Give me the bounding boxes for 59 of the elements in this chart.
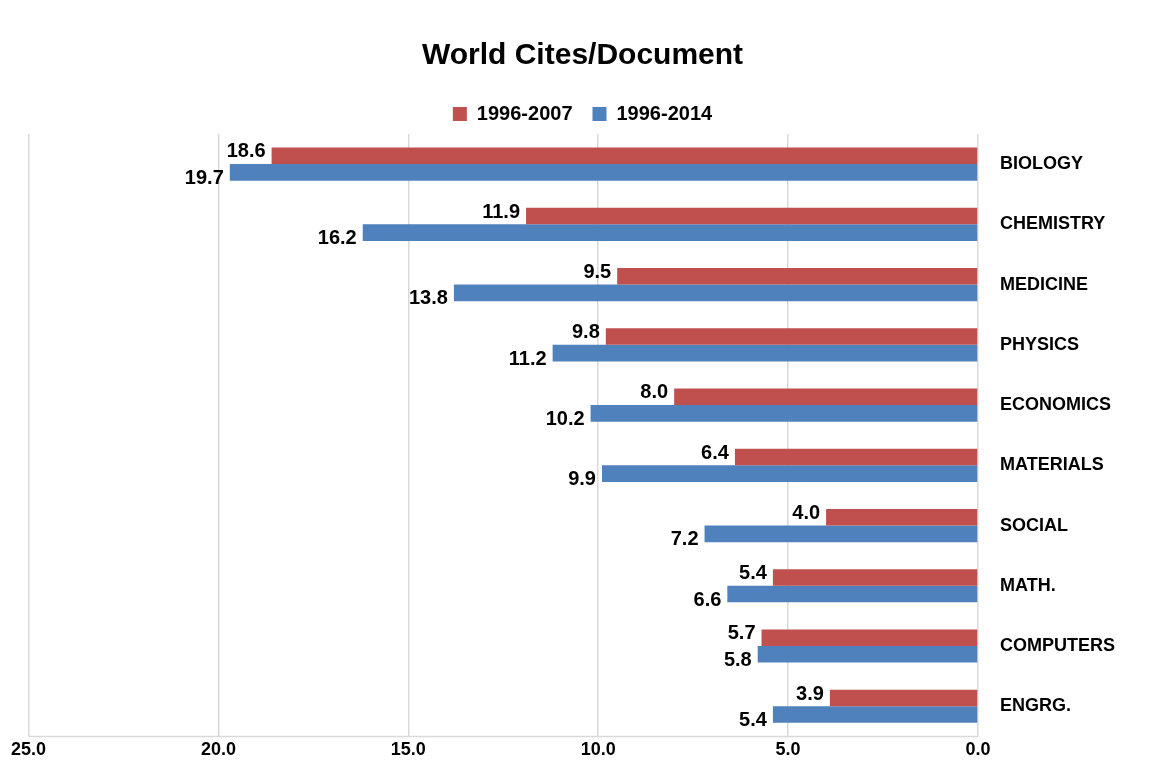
- data-label: 4.0: [792, 500, 821, 523]
- y-tick-label: ECONOMICS: [1000, 394, 1112, 415]
- bar: [734, 448, 978, 466]
- bar: [829, 689, 978, 707]
- bar: [602, 465, 978, 482]
- data-label: 3.9: [796, 681, 824, 704]
- bar: [617, 268, 978, 285]
- data-label: 9.9: [568, 467, 596, 490]
- data-label: 5.7: [727, 621, 756, 644]
- y-tick-label: MEDICINE: [1000, 273, 1089, 294]
- data-label: 18.6: [226, 139, 266, 162]
- data-label: 6.6: [693, 587, 722, 610]
- bar: [605, 328, 978, 345]
- bar: [704, 525, 978, 543]
- data-label: 19.7: [184, 165, 224, 188]
- data-label: 5.4: [739, 561, 768, 584]
- x-tick-label: 20.0: [200, 739, 236, 760]
- data-label: 10.2: [545, 406, 585, 429]
- legend-label: 1996-2014: [616, 101, 714, 124]
- data-label: 11.9: [482, 199, 521, 222]
- bar: [552, 344, 978, 362]
- data-label: 6.4: [701, 440, 730, 463]
- legend-label: 1996-2007: [476, 101, 573, 124]
- bar: [727, 585, 978, 603]
- data-label: 13.8: [408, 286, 448, 309]
- bar: [761, 629, 978, 647]
- data-label: 11.2: [508, 346, 547, 369]
- data-label: 5.4: [739, 708, 768, 731]
- bar: [590, 405, 978, 422]
- y-tick-label: MATERIALS: [1000, 454, 1104, 475]
- x-tick-label: 5.0: [775, 739, 801, 760]
- data-label: 5.8: [723, 647, 752, 670]
- data-label: 9.8: [571, 320, 600, 343]
- bar: [757, 646, 978, 663]
- bar: [229, 164, 978, 181]
- x-tick-label: 10.0: [580, 739, 616, 760]
- y-tick-label: MATH.: [1000, 574, 1056, 595]
- y-tick-label: COMPUTERS: [1000, 635, 1116, 656]
- bar: [526, 207, 978, 225]
- data-label: 7.2: [670, 527, 699, 550]
- bar: [826, 508, 978, 526]
- data-label: 8.0: [640, 380, 669, 403]
- bar: [772, 569, 978, 586]
- y-tick-label: BIOLOGY: [1000, 153, 1084, 174]
- bar: [453, 284, 978, 302]
- data-label: 16.2: [317, 226, 357, 249]
- y-tick-label: PHYSICS: [1000, 333, 1080, 354]
- bar: [271, 147, 978, 165]
- y-tick-label: ENGRG.: [1000, 695, 1072, 716]
- y-tick-label: CHEMISTRY: [1000, 213, 1106, 234]
- chart-title: World Cites/Document: [421, 37, 744, 71]
- bar: [674, 388, 978, 406]
- x-tick-label: 0.0: [965, 739, 991, 760]
- x-tick-label: 25.0: [10, 739, 47, 760]
- x-tick-label: 15.0: [390, 739, 426, 760]
- bar: [772, 706, 978, 723]
- bar: [362, 224, 978, 241]
- data-label: 9.5: [583, 259, 612, 282]
- y-tick-label: SOCIAL: [1000, 514, 1069, 535]
